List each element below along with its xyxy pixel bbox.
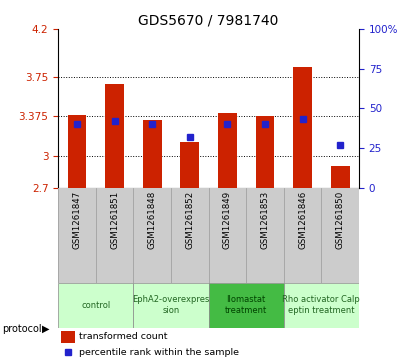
- Text: GSM1261850: GSM1261850: [336, 191, 345, 249]
- Bar: [181, 142, 199, 188]
- Bar: [218, 113, 237, 188]
- Text: GSM1261847: GSM1261847: [72, 191, 81, 249]
- Text: GSM1261846: GSM1261846: [298, 191, 307, 249]
- Bar: [331, 167, 349, 188]
- Bar: [68, 115, 86, 188]
- Text: ▶: ▶: [42, 323, 49, 334]
- Title: GDS5670 / 7981740: GDS5670 / 7981740: [138, 14, 279, 28]
- Text: GSM1261851: GSM1261851: [110, 191, 119, 249]
- Text: percentile rank within the sample: percentile rank within the sample: [79, 348, 239, 357]
- Text: GSM1261852: GSM1261852: [185, 191, 194, 249]
- Text: GSM1261853: GSM1261853: [261, 191, 269, 249]
- Bar: [293, 67, 312, 188]
- Bar: [105, 84, 124, 188]
- FancyBboxPatch shape: [58, 283, 133, 328]
- Text: EphA2-overexpres
sion: EphA2-overexpres sion: [132, 295, 210, 315]
- Text: protocol: protocol: [2, 323, 42, 334]
- Text: GSM1261848: GSM1261848: [148, 191, 156, 249]
- Text: Rho activator Calp
eptin treatment: Rho activator Calp eptin treatment: [283, 295, 360, 315]
- Text: transformed count: transformed count: [79, 333, 168, 341]
- FancyBboxPatch shape: [209, 283, 284, 328]
- FancyBboxPatch shape: [284, 283, 359, 328]
- Text: control: control: [81, 301, 110, 310]
- Bar: [256, 116, 274, 188]
- FancyBboxPatch shape: [133, 283, 209, 328]
- Bar: [143, 120, 161, 188]
- Text: GSM1261849: GSM1261849: [223, 191, 232, 249]
- Bar: [61, 331, 75, 343]
- Text: Ilomastat
treatment: Ilomastat treatment: [225, 295, 267, 315]
